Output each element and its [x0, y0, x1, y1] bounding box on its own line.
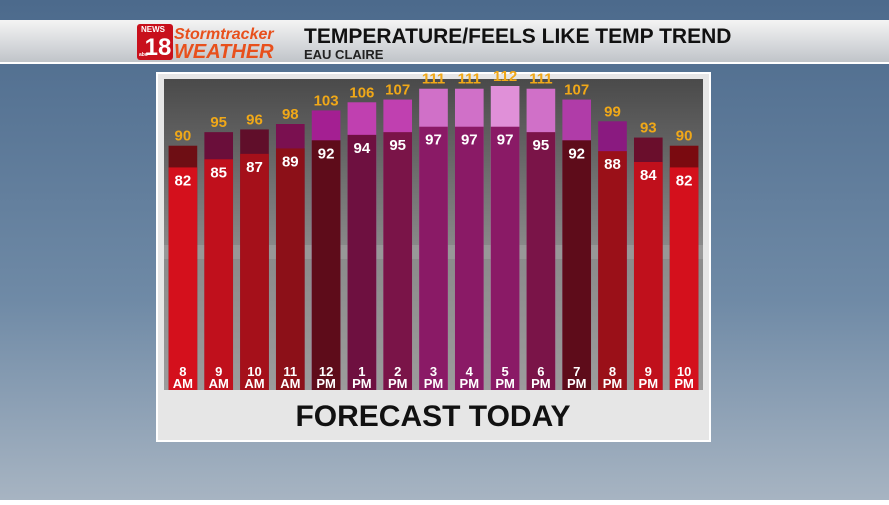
- bar: [454, 126, 484, 390]
- x-tick-label: 10 PM: [674, 364, 694, 391]
- value-label: 90: [175, 128, 192, 145]
- value-label: 93: [640, 120, 657, 137]
- value-label: 82: [676, 172, 693, 189]
- value-label: 111: [422, 71, 445, 88]
- x-tick-label: 10 AM: [244, 364, 264, 391]
- value-label: 95: [210, 114, 227, 131]
- chart-subtitle: EAU CLAIRE: [304, 47, 384, 62]
- value-label: 95: [389, 137, 406, 154]
- x-tick-label: 11 AM: [280, 364, 300, 391]
- bar: [669, 167, 699, 390]
- value-label: 99: [604, 103, 621, 120]
- value-label: 97: [425, 132, 442, 149]
- value-label: 89: [282, 153, 299, 170]
- bars: 90 95 96 98 103 106 107 111 111 112 111 107 99 93 90 82…: [168, 68, 699, 391]
- bar: [168, 167, 198, 390]
- bar: [347, 134, 377, 390]
- x-tick-label: 8 PM: [603, 364, 623, 391]
- value-label: 96: [246, 111, 263, 128]
- x-tick-label: 8 AM: [173, 364, 193, 391]
- value-label: 97: [461, 132, 478, 149]
- value-label: 88: [604, 156, 621, 173]
- value-label: 82: [175, 172, 192, 189]
- value-label: 92: [318, 145, 335, 162]
- logo-brand-bottom: WEATHER: [174, 41, 274, 63]
- logo: NEWS 18 abc Stormtracker WEATHER: [137, 24, 274, 63]
- value-label: 112: [493, 68, 517, 85]
- value-label: 106: [349, 84, 374, 101]
- x-tick-label: 4 PM: [460, 364, 480, 391]
- value-label: 94: [354, 140, 371, 157]
- bar: [562, 140, 592, 390]
- bar: [240, 153, 269, 390]
- bar: [419, 126, 448, 390]
- logo-network: NEWS: [141, 25, 166, 34]
- x-tick-label: 5 PM: [495, 364, 515, 391]
- x-tick-label: 3 PM: [424, 364, 444, 391]
- value-label: 85: [210, 164, 227, 181]
- bar: [633, 162, 663, 390]
- value-label: 92: [568, 145, 585, 162]
- value-label: 90: [676, 128, 693, 145]
- x-tick-label: 9 PM: [639, 364, 659, 391]
- bar: [204, 159, 234, 390]
- x-tick-label: 9 AM: [209, 364, 229, 391]
- value-label: 97: [497, 132, 514, 149]
- value-label: 84: [640, 167, 657, 184]
- bar: [311, 140, 341, 390]
- value-label: 87: [246, 159, 263, 176]
- caption: FORECAST TODAY: [295, 400, 570, 433]
- value-label: 111: [458, 71, 481, 88]
- logo-channel: 18: [145, 34, 172, 61]
- x-tick-label: 6 PM: [531, 364, 551, 391]
- logo-badge: [137, 24, 173, 60]
- chart-title: TEMPERATURE/FEELS LIKE TEMP TREND: [304, 25, 731, 48]
- value-label: 98: [282, 106, 299, 123]
- value-label: 95: [533, 137, 550, 154]
- bar: [598, 151, 627, 390]
- bar: [275, 148, 305, 390]
- x-tick-label: 7 PM: [567, 364, 587, 391]
- value-label: 107: [564, 82, 589, 99]
- x-tick-label: 1 PM: [352, 364, 372, 391]
- bar: [490, 126, 520, 390]
- logo-affiliate: abc: [139, 52, 148, 58]
- bar: [383, 132, 413, 390]
- x-tick-label: 12 PM: [316, 364, 336, 391]
- value-label: 111: [529, 71, 552, 88]
- value-label: 107: [385, 82, 410, 99]
- logo-brand-top: Stormtracker: [174, 26, 274, 43]
- x-tick-label: 2 PM: [388, 364, 408, 391]
- bar: [526, 132, 556, 390]
- value-label: 103: [314, 92, 339, 109]
